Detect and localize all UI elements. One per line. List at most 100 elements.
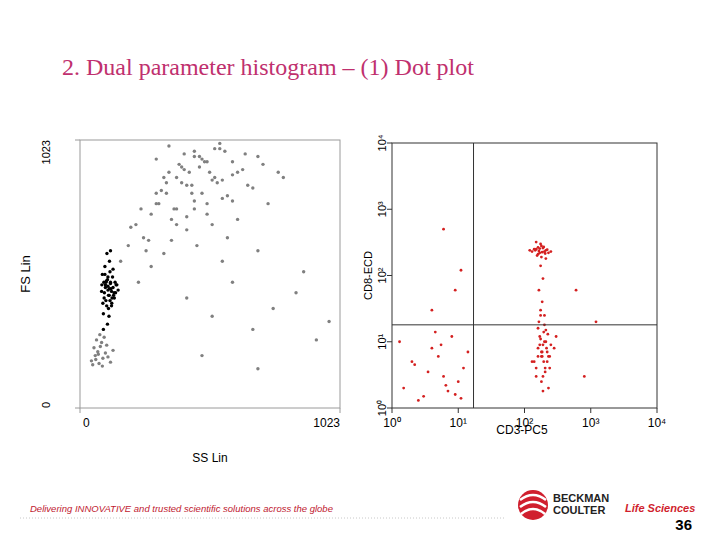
- dot: [548, 367, 551, 370]
- dot: [109, 360, 112, 363]
- y-axis-label: FS Lin: [18, 255, 33, 293]
- x-tick: [590, 408, 591, 413]
- dot: [537, 355, 540, 358]
- dot: [434, 331, 437, 334]
- series-2: [100, 249, 120, 331]
- dot: [542, 246, 545, 249]
- dot: [111, 349, 114, 352]
- series-0: [90, 333, 115, 368]
- dot: [223, 150, 226, 153]
- dot: [104, 299, 107, 302]
- dot: [205, 212, 208, 215]
- dot: [216, 181, 219, 184]
- dot: [402, 387, 405, 390]
- footer-rule: [20, 518, 505, 519]
- dot: [177, 163, 180, 166]
- dot: [544, 340, 547, 343]
- dot: [549, 250, 552, 253]
- dot: [175, 176, 178, 179]
- dot: [95, 338, 98, 341]
- dot: [107, 294, 110, 297]
- dot: [549, 343, 552, 346]
- dot: [116, 288, 119, 291]
- dot: [544, 371, 547, 374]
- dot: [534, 249, 537, 252]
- dot: [210, 178, 213, 181]
- dot: [540, 351, 543, 354]
- dot: [241, 168, 244, 171]
- dot: [531, 360, 534, 363]
- dot: [107, 307, 110, 310]
- dot: [101, 357, 104, 360]
- dot: [546, 248, 549, 251]
- x-tick-label: 10⁴: [648, 416, 667, 430]
- x-tick-label: 1023: [313, 416, 340, 430]
- dot: [185, 184, 188, 187]
- y-tick-label: 10⁴: [376, 134, 388, 151]
- y-tick-label: 10⁰: [376, 400, 388, 416]
- dot: [251, 328, 254, 331]
- dot: [180, 165, 183, 168]
- dot: [114, 283, 117, 286]
- dot: [454, 289, 457, 292]
- dot: [94, 358, 97, 361]
- series-2: [398, 228, 597, 402]
- y-axis-label: CD8-ECD: [362, 251, 374, 300]
- dot: [90, 359, 93, 362]
- y-tick-label: 0: [40, 402, 52, 408]
- dot: [221, 260, 224, 263]
- dot: [540, 355, 543, 358]
- chart-0: 0102301023SS LinFS Lin: [18, 140, 340, 465]
- dot: [155, 202, 158, 205]
- dot: [91, 363, 94, 366]
- dot: [109, 282, 112, 285]
- dot: [544, 329, 547, 332]
- y-tick: [75, 408, 80, 409]
- dot: [115, 283, 118, 286]
- dot: [595, 320, 598, 323]
- dot: [170, 239, 173, 242]
- dot: [193, 150, 196, 153]
- dot: [162, 252, 165, 255]
- dot: [175, 223, 178, 226]
- dot: [104, 281, 107, 284]
- dot: [155, 191, 158, 194]
- dot: [106, 322, 109, 325]
- tagline: Delivering INNOVATIVE and trusted scient…: [30, 503, 333, 514]
- logo-waves: [520, 495, 546, 514]
- dot: [200, 354, 203, 357]
- series-1: [531, 309, 558, 393]
- dot: [97, 362, 100, 365]
- plot-frame: [80, 140, 340, 408]
- dot: [540, 380, 543, 383]
- dot: [97, 353, 100, 356]
- dot: [103, 291, 106, 294]
- dot: [103, 265, 106, 268]
- dot: [110, 304, 113, 307]
- x-tick: [392, 408, 393, 413]
- dot: [256, 367, 259, 370]
- dot: [528, 249, 531, 252]
- dot: [226, 236, 229, 239]
- dot: [106, 275, 109, 278]
- dot: [536, 254, 539, 257]
- dot: [246, 184, 249, 187]
- dot: [183, 168, 186, 171]
- dot: [539, 338, 542, 341]
- dot: [462, 367, 465, 370]
- dot: [450, 335, 453, 338]
- y-tick-label: 10¹: [376, 333, 388, 349]
- dot: [218, 142, 221, 145]
- dot: [190, 191, 193, 194]
- quadrant-line-x: [473, 143, 474, 408]
- dot: [144, 249, 147, 252]
- dot: [142, 236, 145, 239]
- dot: [112, 291, 115, 294]
- dot: [315, 338, 318, 341]
- dot: [544, 367, 547, 370]
- dot: [417, 399, 420, 402]
- dot: [108, 294, 111, 297]
- x-tick: [340, 408, 341, 413]
- dot: [231, 160, 234, 163]
- dot: [537, 347, 540, 350]
